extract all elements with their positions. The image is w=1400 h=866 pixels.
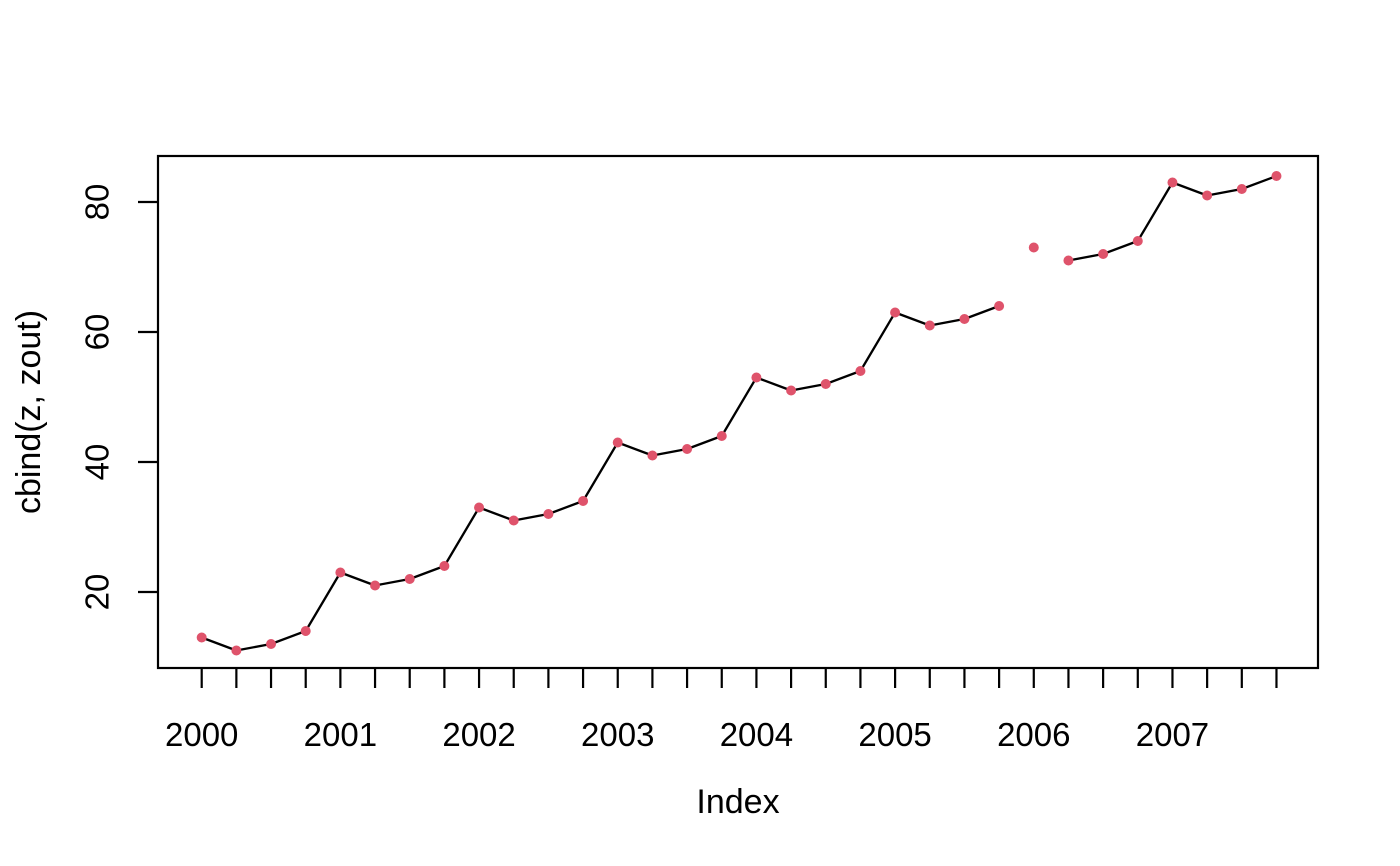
data-point xyxy=(890,307,901,318)
series-line-z xyxy=(200,174,1278,652)
data-point xyxy=(855,366,866,376)
data-point xyxy=(439,561,450,571)
data-point xyxy=(335,567,346,578)
data-point xyxy=(1063,255,1074,266)
data-point xyxy=(1167,177,1178,188)
data-point xyxy=(647,450,658,461)
data-point xyxy=(682,444,693,454)
data-point xyxy=(474,502,485,513)
chart-dynamic-layer: 2000 2001 2002 2003 2004 2005 2006 2007 20 40 60 80 xyxy=(79,154,1320,753)
y-axis-tick-label-40: 40 xyxy=(79,444,116,481)
data-point xyxy=(508,515,519,526)
data-point xyxy=(404,574,415,584)
data-point xyxy=(578,496,589,506)
data-point xyxy=(612,437,623,448)
x-axis-tick-label-2005: 2005 xyxy=(858,716,931,753)
data-point xyxy=(543,509,554,519)
data-point xyxy=(751,372,762,383)
data-point xyxy=(716,431,727,441)
data-point xyxy=(196,632,207,643)
data-point xyxy=(1132,236,1143,246)
data-point xyxy=(300,626,311,636)
x-axis-tick-label-2004: 2004 xyxy=(720,716,793,753)
x-axis-tick-label-2000: 2000 xyxy=(165,716,238,753)
data-point xyxy=(1236,184,1247,194)
data-point xyxy=(1202,190,1213,201)
y-axis-tick-label-60: 60 xyxy=(79,314,116,351)
x-axis-tick-label-2002: 2002 xyxy=(442,716,515,753)
data-point xyxy=(370,580,381,591)
y-axis-title: cbind(z, zout) xyxy=(10,310,48,514)
data-point xyxy=(924,320,935,331)
data-point xyxy=(1098,249,1109,259)
outlier-point xyxy=(1028,242,1039,253)
data-point xyxy=(820,379,831,389)
y-axis-tick-label-80: 80 xyxy=(79,184,116,221)
data-point xyxy=(786,385,797,396)
data-point xyxy=(231,645,242,656)
data-point xyxy=(994,301,1005,311)
data-point xyxy=(1271,171,1282,181)
data-point xyxy=(959,314,970,324)
y-axis-tick-label-20: 20 xyxy=(79,574,116,611)
x-axis-tick-label-2003: 2003 xyxy=(581,716,654,753)
data-point xyxy=(266,639,277,649)
x-axis-tick-label-2001: 2001 xyxy=(304,716,377,753)
x-axis-tick-label-2007: 2007 xyxy=(1136,716,1209,753)
x-axis-title: Index xyxy=(696,783,779,821)
plot-box xyxy=(156,154,1320,670)
x-axis-tick-label-2006: 2006 xyxy=(997,716,1070,753)
